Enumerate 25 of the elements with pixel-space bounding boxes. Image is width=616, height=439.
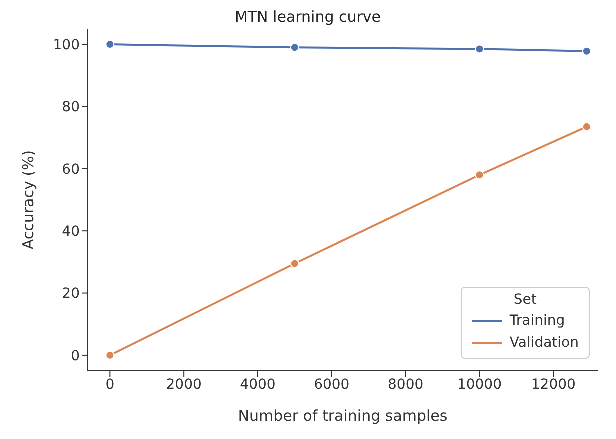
legend-title: Set: [512, 292, 538, 308]
point: [582, 122, 592, 132]
x-tick-label: 8000: [388, 376, 424, 393]
chart-title: MTN learning curve: [234, 8, 382, 26]
legend-label: Validation: [510, 334, 579, 353]
x-tick-label: 10000: [457, 376, 502, 393]
point: [475, 44, 484, 54]
point: [290, 259, 300, 268]
y-tick-label: 0: [71, 348, 80, 364]
y-tick-label: 20: [62, 286, 80, 302]
x-axis-title: Number of training samples: [238, 407, 448, 425]
x-tick-label: 12000: [531, 376, 576, 393]
legend-label: Training: [510, 312, 566, 331]
x-tick-label: 2000: [166, 376, 202, 393]
x-tick-label: 4000: [240, 376, 276, 393]
point: [582, 46, 592, 56]
y-tick-label: 100: [53, 38, 80, 54]
y-tick-label: 60: [62, 162, 80, 178]
x-tick-label: 0: [106, 376, 115, 393]
point: [290, 43, 300, 52]
y-tick-label: 40: [62, 224, 80, 240]
x-tick-label: 6000: [314, 376, 350, 393]
point: [475, 170, 484, 180]
y-tick-label: 80: [62, 100, 80, 116]
y-axis-title: Accuracy (%): [19, 150, 38, 250]
